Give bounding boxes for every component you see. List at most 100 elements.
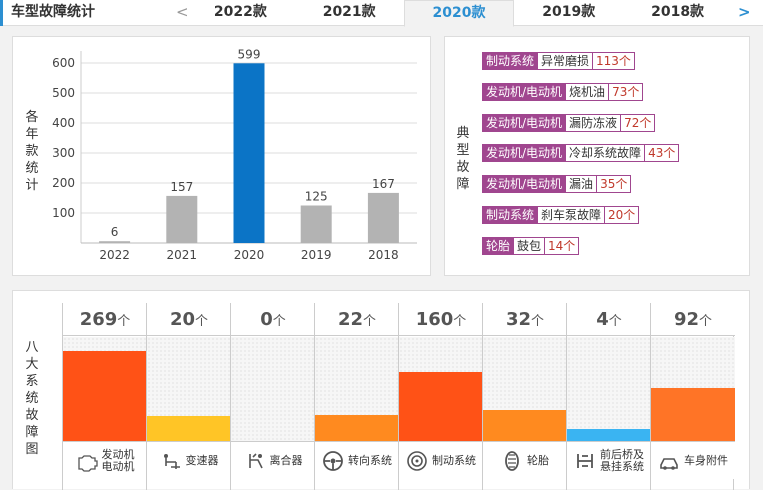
year-tabs: 2022款 2021款 2020款 2019款 2018款	[186, 0, 732, 27]
system-bar-area	[651, 337, 735, 441]
system-column[interactable]: 269个发动机 电动机	[62, 303, 147, 490]
system-label: 车身附件	[651, 441, 735, 479]
system-count: 92个	[651, 303, 735, 336]
fault-count: 73个	[608, 83, 643, 100]
tire-icon	[505, 450, 519, 471]
system-bar-area	[483, 337, 567, 441]
system-name: 轮胎	[527, 453, 549, 467]
year-chart-ylabel: 各年款统计	[25, 110, 39, 193]
fault-count: 14个	[544, 237, 579, 254]
system-bar	[483, 410, 567, 441]
fault-subtype: 异常磨损	[537, 53, 593, 69]
system-column[interactable]: 32个轮胎	[482, 303, 567, 490]
y-tick-label: 300	[52, 146, 75, 160]
system-bar-area	[399, 337, 483, 441]
y-tick-label: 600	[52, 56, 75, 70]
system-count: 4个	[567, 303, 651, 336]
system-count-value: 20	[169, 309, 196, 330]
system-column[interactable]: 20个变速器	[146, 303, 231, 490]
system-count-value: 4	[596, 309, 609, 330]
tab-2021[interactable]: 2021款	[322, 4, 376, 20]
system-count: 269个	[63, 303, 147, 336]
fault-category: 发动机/电动机	[483, 114, 566, 131]
system-bar	[399, 372, 483, 441]
system-column[interactable]: 92个车身附件	[650, 303, 735, 490]
fault-category: 发动机/电动机	[483, 145, 566, 162]
typical-faults-label: 典型故障	[456, 126, 470, 192]
system-count-value: 0	[260, 309, 273, 330]
system-column[interactable]: 0个离合器	[230, 303, 315, 490]
y-tick-label: 100	[52, 206, 75, 220]
engine-icon	[77, 454, 98, 472]
bar-2021	[166, 195, 198, 243]
fault-category: 发动机/电动机	[483, 176, 566, 193]
system-bar	[147, 416, 231, 441]
system-count-unit: 个	[117, 314, 131, 329]
fault-item[interactable]: 发动机/电动机 漏油 35个	[482, 175, 632, 194]
page-title: 车型故障统计	[0, 0, 95, 26]
x-tick-label: 2018	[368, 248, 399, 262]
year-chart: 100 200 300 400 500 600 6 2022 157 2021 599 2020 125…	[52, 47, 417, 262]
body-accessory-icon	[660, 457, 678, 470]
system-count-unit: 个	[272, 314, 286, 329]
system-count-value: 269	[79, 309, 118, 330]
next-arrow-icon[interactable]: >	[738, 3, 751, 21]
fault-subtype: 漏防冻液	[565, 114, 621, 131]
x-tick-label: 2019	[301, 248, 332, 262]
bar-value-label: 157	[170, 180, 193, 194]
tab-2018[interactable]: 2018款	[651, 4, 705, 20]
system-bar	[651, 388, 735, 441]
system-name: 变速器	[185, 453, 219, 467]
system-label: 轮胎	[483, 441, 567, 479]
fault-item[interactable]: 发动机/电动机 漏防冻液 72个	[482, 113, 656, 132]
system-count-value: 22	[337, 309, 364, 330]
system-name: 车身附件	[684, 453, 728, 467]
system-label: 发动机 电动机	[63, 441, 147, 479]
x-tick-label: 2020	[234, 248, 265, 262]
system-name: 制动系统	[432, 453, 476, 467]
steering-wheel-icon	[323, 450, 343, 471]
fault-subtype: 冷却系统故障	[565, 145, 645, 162]
fault-category: 轮胎	[483, 237, 514, 254]
x-tick-label: 2021	[167, 248, 198, 262]
fault-count: 20个	[604, 207, 639, 223]
system-label: 转向系统	[315, 441, 399, 479]
prev-arrow-icon[interactable]: <	[176, 3, 189, 21]
tab-2019[interactable]: 2019款	[542, 4, 596, 20]
system-label: 前后桥及 悬挂系统	[567, 441, 651, 479]
fault-subtype: 鼓包	[513, 237, 545, 254]
fault-count: 43个	[644, 145, 679, 162]
system-bar	[567, 429, 651, 441]
fault-count: 113个	[592, 53, 634, 69]
system-count-unit: 个	[531, 314, 545, 329]
system-bar	[315, 415, 399, 441]
system-label: 制动系统	[399, 441, 483, 479]
system-count: 32个	[483, 303, 567, 336]
system-count: 160个	[399, 303, 483, 336]
header: 车型故障统计 < 2022款 2021款 2020款 2019款 2018款 >	[0, 0, 763, 27]
system-column[interactable]: 160个制动系统	[398, 303, 483, 490]
fault-item[interactable]: 制动系统 异常磨损 113个	[482, 52, 635, 70]
tab-2022[interactable]: 2022款	[213, 4, 267, 20]
bar-2019	[300, 205, 332, 243]
fault-item[interactable]: 发动机/电动机 冷却系统故障 43个	[482, 144, 680, 163]
system-count-value: 160	[415, 309, 454, 330]
system-count-value: 92	[673, 309, 700, 330]
system-column[interactable]: 22个 转向系统	[314, 303, 399, 490]
fault-category: 制动系统	[483, 53, 538, 69]
y-tick-label: 500	[52, 86, 75, 100]
system-column[interactable]: 4个前后桥及 悬挂系统	[566, 303, 651, 490]
system-count-value: 32	[505, 309, 532, 330]
system-label: 离合器	[231, 441, 315, 479]
bar-2022	[99, 241, 131, 243]
fault-item[interactable]: 轮胎 鼓包 14个	[482, 236, 580, 255]
system-count: 0个	[231, 303, 315, 336]
system-bar-area	[231, 337, 315, 441]
bar-2020	[233, 63, 265, 243]
system-count-unit: 个	[195, 314, 209, 329]
fault-count: 72个	[620, 114, 655, 131]
system-bar-area	[315, 337, 399, 441]
fault-item[interactable]: 发动机/电动机 烧机油 73个	[482, 82, 644, 101]
fault-item[interactable]: 制动系统 刹车泵故障 20个	[482, 206, 640, 224]
tab-2020[interactable]: 2020款	[403, 0, 515, 27]
